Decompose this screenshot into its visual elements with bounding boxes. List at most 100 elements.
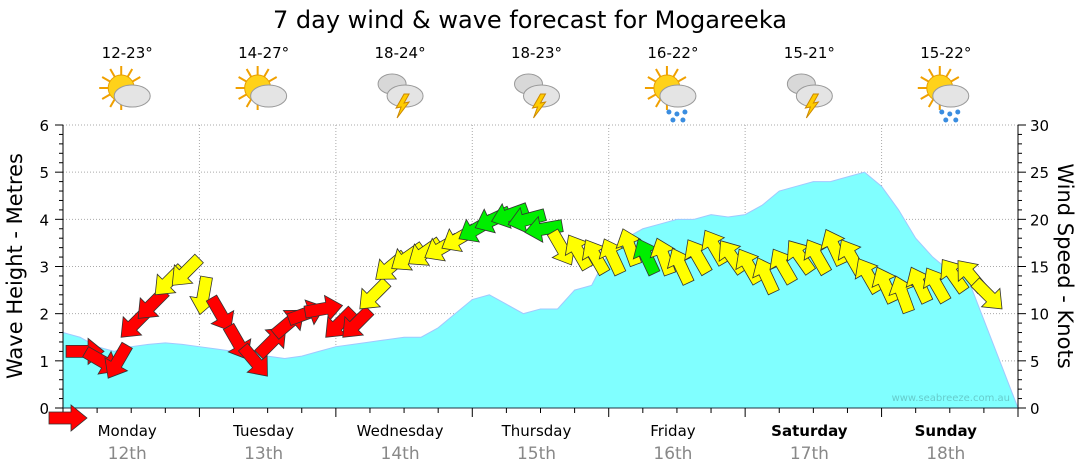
wind-arrow (507, 206, 547, 234)
sun-ray-icon (647, 93, 658, 100)
day-temperature: 18-24° (375, 44, 426, 62)
day-date: 14th (381, 444, 420, 464)
wind-arrow (684, 239, 713, 277)
day-date: 13th (244, 444, 283, 464)
sun-ray-icon (245, 97, 253, 108)
raindrop-icon (939, 109, 945, 115)
sun-ray-icon (245, 68, 253, 79)
y2-axis-label: Wind Speed - Knots (1053, 163, 1077, 368)
sun-ray-icon (101, 76, 112, 83)
sun-ray-icon (655, 97, 662, 108)
day-name: Tuesday (232, 422, 294, 440)
day-date: 15th (517, 444, 556, 464)
sun-ray-icon (920, 93, 930, 100)
wind-arrow-shape (171, 253, 204, 286)
wind-arrow-shape (325, 305, 358, 338)
wind-arrow-shape (940, 259, 970, 295)
sun-ray-icon (647, 76, 658, 83)
raindrop-icon (680, 117, 686, 123)
lightning-icon (395, 93, 411, 119)
cloud-icon (250, 84, 288, 108)
raindrop-icon (947, 111, 953, 117)
day-date: 16th (653, 444, 692, 464)
wave-height-area (62, 171, 1019, 409)
weather-icon-cloud-lightning (377, 73, 424, 119)
sun-ray-icon (927, 97, 935, 108)
day-temperature: 14-27° (238, 44, 289, 62)
sun-ray-icon (109, 68, 117, 79)
day-name: Sunday (915, 422, 978, 440)
day-temperature: 15-22° (920, 44, 971, 62)
chart-title: 7 day wind & wave forecast for Mogareeka (273, 6, 787, 34)
day-temperature: 16-22° (647, 44, 698, 62)
day-name: Saturday (771, 422, 848, 440)
y2-tick-label: 20 (1030, 211, 1049, 229)
wind-arrow (598, 238, 627, 277)
wind-arrow-shape (303, 294, 344, 322)
wind-arrow-shape (970, 277, 1003, 310)
wind-arrow (786, 240, 817, 276)
sun-ray-icon (920, 76, 930, 83)
sun-ray-icon (655, 68, 662, 79)
y2-tick-label: 5 (1030, 353, 1040, 371)
cloud-icon (659, 84, 697, 108)
sun-ray-icon (131, 76, 141, 83)
wind-arrow (205, 294, 235, 332)
y-tick-label: 5 (39, 164, 49, 182)
y2-tick-label: 10 (1030, 306, 1049, 324)
raindrop-icon (670, 117, 676, 123)
raindrop-icon (674, 111, 680, 117)
wind-arrow (303, 294, 344, 322)
wind-arrow-shape (524, 215, 564, 244)
wind-arrow-shape (359, 277, 392, 310)
wind-arrow-shape (104, 341, 133, 379)
day-date: 12th (108, 444, 147, 464)
weather-icon-sun-cloud-rain (917, 66, 970, 123)
weather-icon-sun-cloud (99, 66, 151, 110)
wind-arrow (325, 305, 358, 338)
raindrop-icon (682, 109, 688, 115)
day-temperature: 18-23° (511, 44, 562, 62)
day-temperature: 15-21° (784, 44, 835, 62)
raindrop-icon (943, 117, 949, 123)
sun-ray-icon (262, 68, 270, 79)
day-name: Friday (650, 422, 696, 440)
weather-icon-cloud-lightning (786, 73, 833, 119)
raindrop-icon (955, 109, 961, 115)
wind-arrow (237, 342, 268, 377)
day-temperature: 12-23° (102, 44, 153, 62)
wind-arrow-shape (48, 404, 88, 432)
sun-ray-icon (672, 68, 679, 79)
sun-ray-icon (944, 68, 952, 79)
day-date: 18th (926, 444, 965, 464)
y-tick-label: 6 (39, 117, 49, 135)
y-tick-label: 0 (39, 400, 49, 418)
lightning-icon (531, 93, 547, 119)
wind-arrow (769, 248, 798, 286)
y2-tick-label: 25 (1030, 164, 1049, 182)
wind-arrow (940, 259, 970, 295)
wind-arrow-shape (769, 248, 798, 286)
watermark: www.seabreeze.com.au (892, 393, 1010, 404)
sun-ray-icon (238, 93, 248, 100)
wind-arrow (524, 215, 564, 244)
wind-arrow (922, 267, 952, 305)
wind-arrow-shape (237, 342, 268, 377)
y2-tick-label: 0 (1030, 400, 1040, 418)
wind-arrow-shape (786, 240, 817, 276)
sun-ray-icon (676, 76, 687, 83)
y2-tick-label: 30 (1030, 117, 1049, 135)
sun-ray-icon (949, 76, 960, 83)
day-name: Monday (98, 422, 157, 440)
wind-arrow-shape (922, 267, 952, 305)
wind-arrow (171, 253, 204, 286)
cloud-icon (932, 84, 970, 108)
weather-icon-cloud-lightning (514, 73, 560, 119)
day-date: 17th (790, 444, 829, 464)
sun-ray-icon (238, 76, 248, 83)
y-tick-label: 3 (39, 259, 49, 277)
raindrop-icon (666, 109, 672, 115)
weather-icon-sun-cloud (235, 66, 288, 110)
sun-ray-icon (126, 68, 134, 79)
